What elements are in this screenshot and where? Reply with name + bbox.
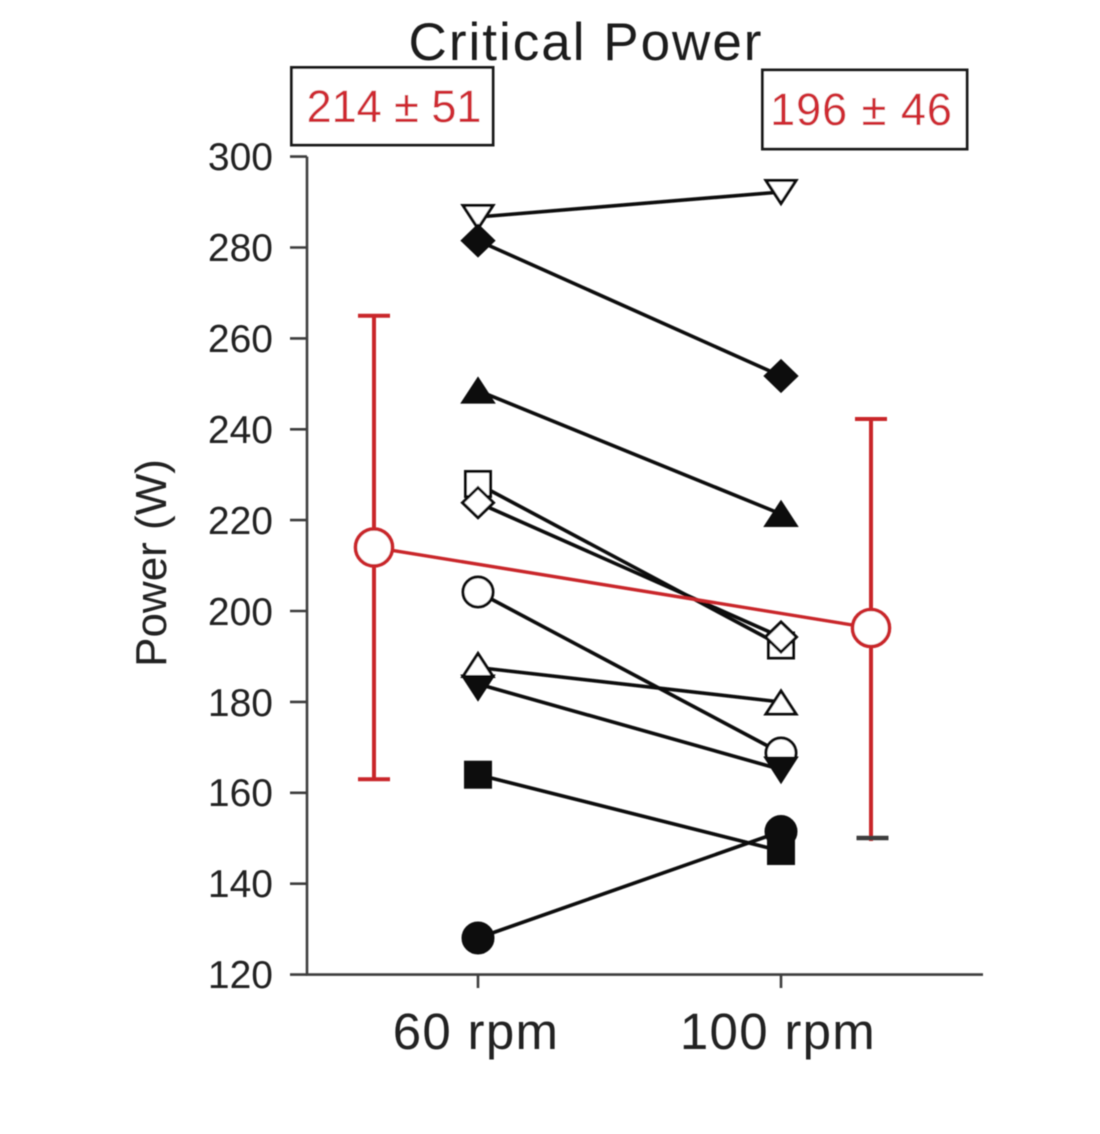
- svg-text:200: 200: [208, 591, 273, 634]
- svg-text:300: 300: [208, 136, 273, 179]
- svg-text:280: 280: [208, 227, 273, 270]
- svg-text:140: 140: [208, 863, 273, 906]
- svg-text:120: 120: [208, 954, 273, 997]
- svg-text:240: 240: [208, 409, 273, 452]
- svg-text:180: 180: [208, 682, 273, 725]
- svg-text:196 ± 46: 196 ± 46: [770, 84, 953, 135]
- svg-text:Critical Power: Critical Power: [409, 13, 764, 72]
- svg-text:100 rpm: 100 rpm: [680, 1003, 876, 1060]
- svg-text:220: 220: [208, 500, 273, 543]
- svg-text:Power (W): Power (W): [127, 459, 176, 667]
- svg-text:260: 260: [208, 318, 273, 361]
- svg-text:160: 160: [208, 772, 273, 815]
- svg-text:214 ± 51: 214 ± 51: [307, 81, 482, 132]
- svg-text:60 rpm: 60 rpm: [393, 1003, 560, 1060]
